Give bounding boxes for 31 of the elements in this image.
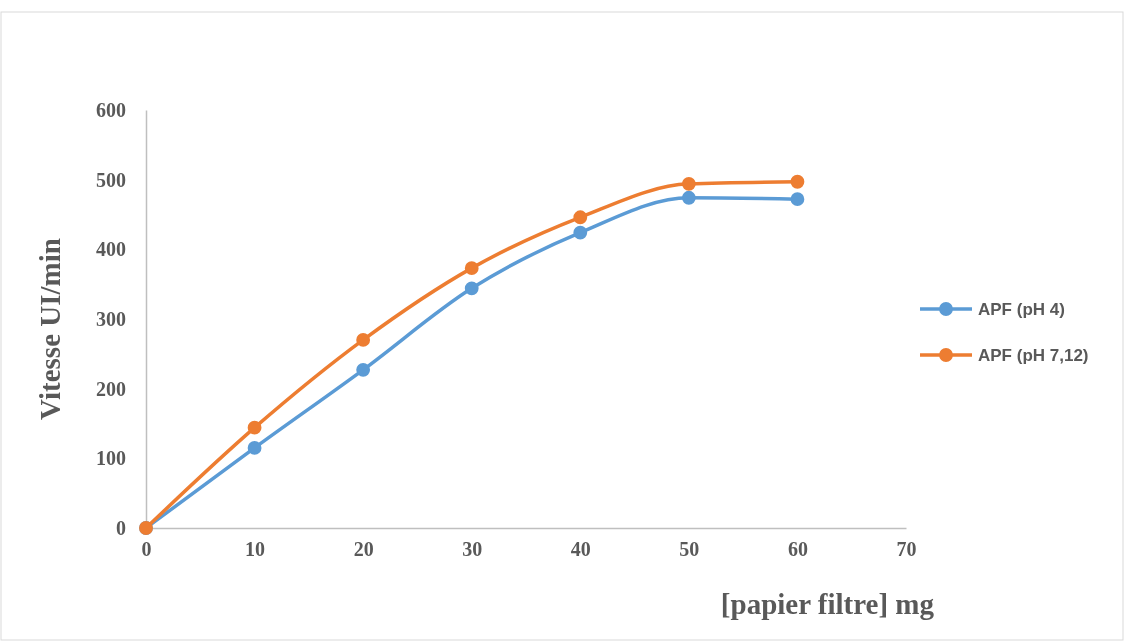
y-tick-label: 300 <box>96 307 126 330</box>
point <box>790 174 805 189</box>
y-tick-label: 200 <box>96 377 126 400</box>
y-tick-label: 0 <box>116 516 126 539</box>
x-axis-title: [papier filtre] mg <box>720 588 935 620</box>
y-tick-label: 100 <box>96 447 126 470</box>
point <box>464 261 479 276</box>
y-axis-title: Vitesse UI/min <box>34 238 66 420</box>
point <box>247 440 262 455</box>
point <box>681 190 696 205</box>
x-tick-label: 50 <box>679 538 700 561</box>
y-tick-label: 600 <box>96 98 126 121</box>
point <box>356 333 371 347</box>
point <box>464 281 479 296</box>
y-tick-label: 500 <box>96 168 126 191</box>
legend-label: APF (pH 4) <box>978 299 1065 319</box>
y-tick-label: 400 <box>96 238 126 261</box>
x-tick-label: 60 <box>787 538 808 561</box>
x-tick-label: 20 <box>353 538 374 561</box>
x-tick-label: 30 <box>462 538 483 561</box>
point <box>790 192 805 207</box>
point <box>247 420 262 435</box>
x-tick-label: 40 <box>570 538 591 561</box>
x-tick-label: 10 <box>245 538 266 561</box>
point <box>681 176 696 191</box>
legend-label: APF (pH 7,12) <box>978 345 1089 365</box>
point <box>573 225 588 240</box>
x-tick-label: 70 <box>896 538 917 561</box>
point <box>356 362 371 377</box>
point <box>573 210 588 225</box>
x-tick-label: 0 <box>141 538 152 561</box>
